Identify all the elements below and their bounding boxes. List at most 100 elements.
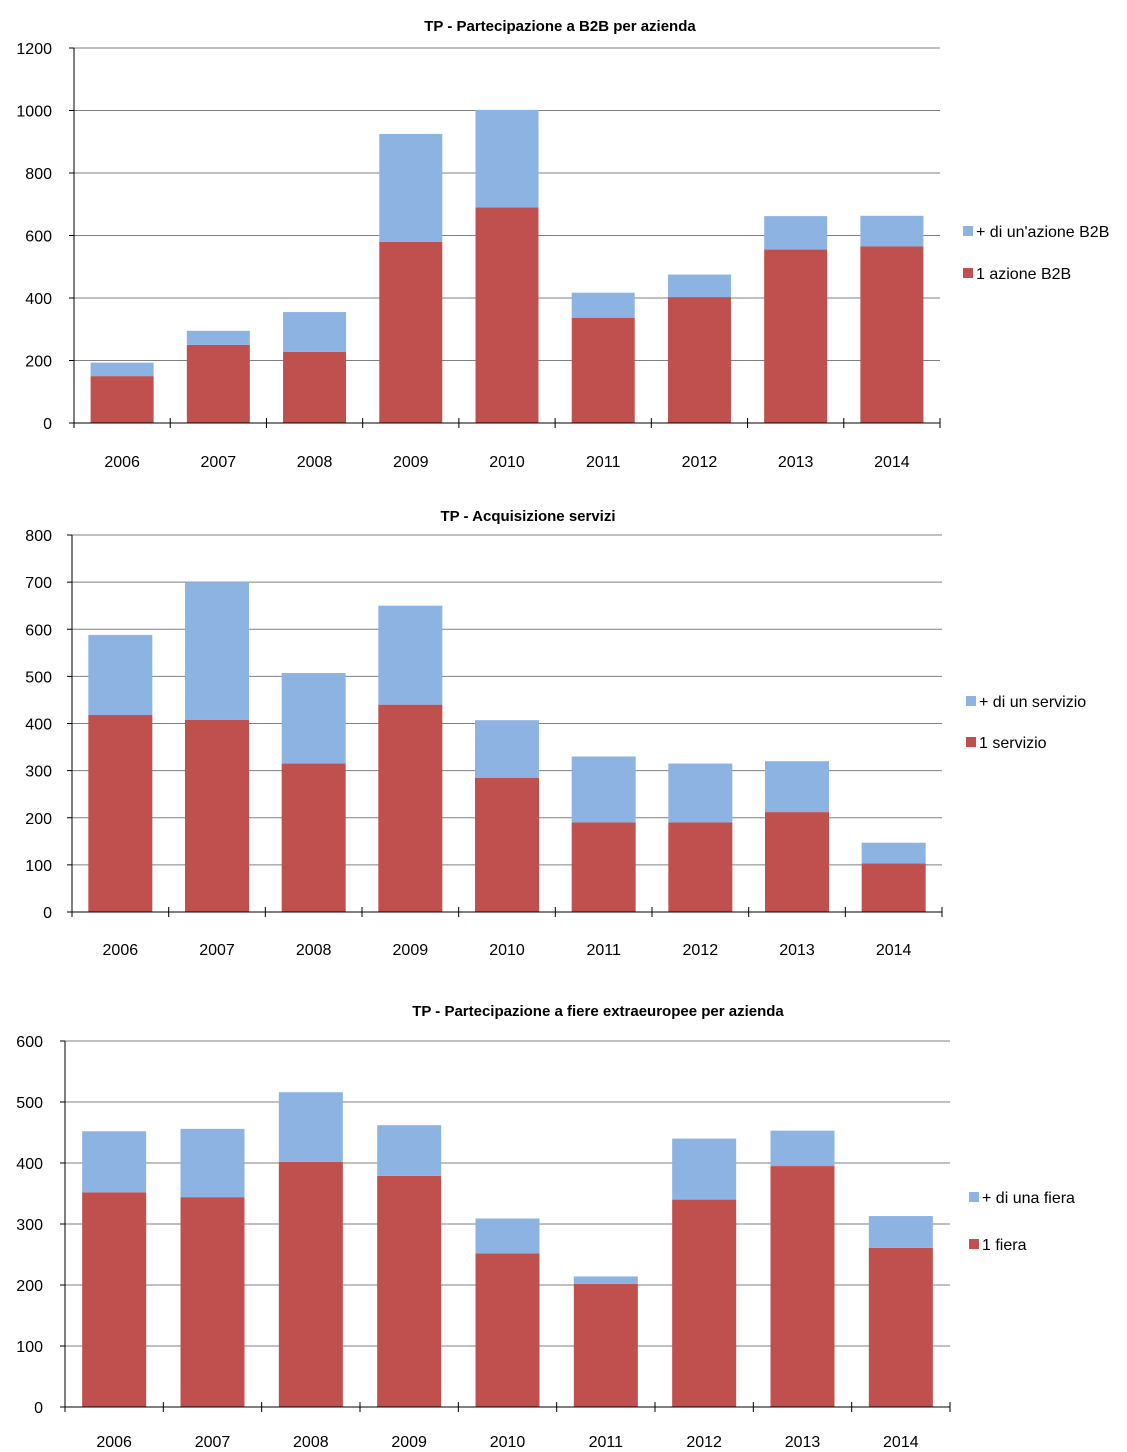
y-tick-label: 700 [25,575,52,592]
bar-2013-bottom [770,1166,835,1407]
bar-2014-top [860,215,924,247]
bar-2012-bottom [672,1199,737,1407]
bar-2012-top [667,274,731,298]
legend-swatch [963,226,973,236]
x-tick-label: 2008 [296,942,332,959]
bar-2010-top [475,720,539,778]
chart-3-title: TP - Partecipazione a fiere extraeuropee… [412,1003,784,1020]
x-tick-label: 2010 [489,942,525,959]
x-tick-label: 2011 [586,454,621,471]
x-tick-label: 2013 [785,1434,821,1451]
y-tick-label: 600 [16,1034,43,1051]
bar-2008-top [281,673,346,764]
legend-label: 1 fiera [982,1237,1027,1254]
bar-2013-top [770,1130,835,1167]
bar-2008-bottom [281,763,346,912]
x-tick-label: 2007 [199,942,235,959]
bar-2009-bottom [379,241,443,423]
x-tick-label: 2006 [103,942,139,959]
bar-2006-bottom [88,715,153,912]
bar-2013-bottom [764,249,828,423]
bar-2006-top [82,1131,147,1193]
x-tick-label: 2013 [778,454,814,471]
bar-2006-top [88,634,153,716]
bar-2013-top [764,216,828,250]
bar-2009-top [379,133,443,242]
x-tick-label: 2014 [874,454,910,471]
chart-1-title: TP - Partecipazione a B2B per azienda [424,18,696,35]
x-tick-label: 2011 [589,1434,624,1451]
legend-swatch [963,268,973,278]
y-tick-label: 100 [25,858,52,875]
bar-2013-top [765,761,829,813]
x-tick-label: 2008 [297,454,333,471]
x-tick-label: 2006 [104,454,140,471]
legend-swatch [969,1239,979,1249]
y-tick-label: 0 [43,416,52,433]
legend-label: + di un'azione B2B [976,224,1109,241]
bar-2008-top [278,1092,343,1162]
legend-swatch [966,696,976,706]
legend-swatch [969,1192,979,1202]
legend-swatch [966,737,976,747]
bar-2006-top [90,362,154,377]
y-tick-label: 400 [16,1156,43,1173]
bar-2014-top [868,1216,933,1248]
x-tick-label: 2011 [586,942,621,959]
bar-2010-bottom [475,207,539,423]
y-tick-label: 400 [25,291,52,308]
y-tick-label: 1000 [16,104,52,121]
bar-2009-top [377,1125,442,1176]
bar-2011-bottom [573,1283,638,1407]
x-tick-label: 2009 [393,454,429,471]
y-tick-label: 500 [25,669,52,686]
x-tick-label: 2010 [490,1434,526,1451]
bar-2007-bottom [185,719,249,912]
bar-2014-bottom [868,1247,933,1407]
bar-2009-bottom [378,704,443,912]
bar-2011-top [571,756,636,823]
bar-2010-top [475,1218,540,1254]
y-tick-label: 200 [25,354,52,371]
bar-2006-bottom [90,376,154,423]
x-tick-label: 2007 [201,454,237,471]
y-tick-label: 0 [34,1400,43,1417]
bar-2006-bottom [82,1192,147,1407]
bar-2007-top [180,1128,245,1198]
bar-2011-bottom [571,822,636,912]
x-tick-label: 2006 [96,1434,132,1451]
x-tick-label: 2013 [779,942,815,959]
y-tick-label: 1200 [16,41,52,58]
y-tick-label: 100 [16,1339,43,1356]
bar-2007-top [186,330,250,345]
y-tick-label: 800 [25,166,52,183]
bar-2010-top [475,109,539,208]
bar-2012-bottom [668,822,733,912]
bar-2014-bottom [860,246,924,423]
x-tick-label: 2007 [195,1434,231,1451]
x-tick-label: 2010 [489,454,525,471]
bar-2012-bottom [667,297,731,423]
bar-2008-bottom [278,1161,343,1407]
y-tick-label: 0 [43,905,52,922]
bar-2010-bottom [475,1253,540,1407]
legend-label: + di un servizio [979,694,1086,711]
y-tick-label: 600 [25,229,52,246]
bar-2014-bottom [861,863,926,912]
y-tick-label: 400 [25,717,52,734]
legend-label: + di una fiera [982,1190,1075,1207]
y-tick-label: 200 [25,811,52,828]
x-tick-label: 2012 [683,942,719,959]
x-tick-label: 2012 [686,1434,722,1451]
legend-label: 1 servizio [979,735,1047,752]
x-tick-label: 2014 [883,1434,919,1451]
y-tick-label: 500 [16,1095,43,1112]
bar-2012-top [668,763,733,823]
x-tick-label: 2009 [393,942,429,959]
bar-2007-bottom [186,344,250,423]
bar-2014-top [861,842,926,864]
bar-2007-bottom [180,1197,245,1407]
bar-2008-bottom [283,351,347,423]
x-tick-label: 2008 [293,1434,329,1451]
